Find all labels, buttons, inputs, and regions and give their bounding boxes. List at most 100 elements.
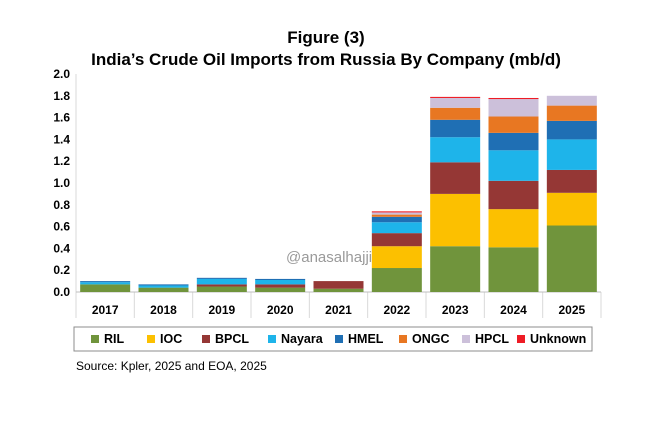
legend-label: BPCL [215, 332, 249, 346]
bar-segment-bpcl-2020 [255, 284, 306, 288]
legend-swatch [399, 335, 407, 343]
x-tick-label: 2017 [92, 303, 119, 317]
bar-segment-hpcl-2025 [546, 95, 597, 106]
x-tick-label: 2021 [325, 303, 352, 317]
legend-label: ONGC [412, 332, 450, 346]
y-tick-label: 0.8 [53, 198, 70, 212]
bar-segment-hpcl-2024 [488, 99, 539, 117]
bar-stack-2020 [255, 278, 306, 292]
legend: RIL IOC BPCL Nayara HMEL ONGC HPCL Unknown [73, 326, 593, 352]
bar-segment-hmel-2020 [255, 278, 306, 281]
bar-segment-bpcl-2025 [546, 169, 597, 193]
bar-segment-bpcl-2024 [488, 180, 539, 210]
bar-segment-ongc-2025 [546, 105, 597, 121]
bar-segment-nayara-2018 [138, 285, 189, 288]
bar-segment-hmel-2018 [138, 284, 189, 286]
bar-segment-ongc-2024 [488, 116, 539, 133]
bar-segment-nayara-2019 [196, 278, 247, 285]
y-tick-label: 0.2 [53, 263, 70, 277]
bar-stack-2019 [196, 277, 247, 292]
bar-segment-hpcl-2023 [430, 97, 481, 108]
bar-stacks [75, 95, 602, 318]
legend-label: HPCL [475, 332, 509, 346]
source-note: Source: Kpler, 2025 and EOA, 2025 [76, 359, 267, 373]
legend-label: IOC [160, 332, 182, 346]
bar-segment-hmel-2023 [430, 119, 481, 138]
bar-segment-bpcl-2022 [371, 233, 422, 247]
bar-segment-nayara-2022 [371, 222, 422, 234]
y-tick-label: 0.0 [53, 285, 70, 299]
x-tick-label: 2022 [383, 303, 410, 317]
legend-label: Unknown [530, 332, 586, 346]
x-tick-label: 2019 [208, 303, 235, 317]
y-tick-label: 1.2 [53, 154, 70, 168]
bar-stack-2022 [371, 211, 422, 292]
bar-segment-bpcl-2019 [196, 284, 247, 287]
bar-segment-ril-2018 [138, 287, 189, 292]
y-tick-label: 1.4 [53, 132, 70, 146]
bar-segment-hmel-2024 [488, 132, 539, 151]
bar-segment-ril-2023 [430, 246, 481, 292]
bar-segment-ril-2024 [488, 247, 539, 292]
y-tick-label: 0.4 [53, 241, 70, 255]
bar-segment-unknown-2023 [430, 96, 481, 98]
bar-segment-hmel-2017 [80, 281, 131, 283]
bar-segment-bpcl-2021 [313, 281, 364, 289]
bar-segment-bpcl-2023 [430, 162, 481, 194]
x-tick-label: 2024 [500, 303, 527, 317]
bar-segment-ril-2021 [313, 288, 364, 292]
legend-item-nayara: Nayara [268, 332, 324, 346]
legend-swatch [268, 335, 276, 343]
x-tick-label: 2025 [558, 303, 585, 317]
bar-segment-ril-2019 [196, 286, 247, 292]
legend-swatch [462, 335, 470, 343]
legend-item-bpcl: BPCL [202, 332, 249, 346]
chart-title-line2: India’s Crude Oil Imports from Russia By… [91, 50, 561, 69]
bar-stack-2018 [138, 284, 189, 292]
legend-swatch [335, 335, 343, 343]
bar-segment-ioc-2023 [430, 193, 481, 247]
bar-segment-ioc-2022 [371, 246, 422, 269]
legend-label: RIL [104, 332, 125, 346]
x-axis-ticks: 2017 2018 2019 2020 2021 2022 2023 2024 2025 [92, 303, 586, 317]
x-tick-label: 2023 [442, 303, 469, 317]
bar-segment-ioc-2025 [546, 192, 597, 226]
bar-segment-ioc-2024 [488, 209, 539, 248]
bar-segment-nayara-2017 [80, 282, 131, 285]
y-tick-label: 2.0 [53, 67, 70, 81]
legend-swatch [517, 335, 525, 343]
legend-item-ioc: IOC [147, 332, 182, 346]
legend-item-ril: RIL [91, 332, 125, 346]
bar-stack-2023 [430, 96, 481, 292]
bar-segment-ongc-2023 [430, 107, 481, 120]
watermark: @anasalhajji [286, 249, 372, 266]
bar-segment-hmel-2019 [196, 277, 247, 279]
bar-segment-hpcl-2022 [371, 212, 422, 215]
chart-title-line1: Figure (3) [287, 28, 365, 47]
bar-stack-2017 [80, 281, 131, 292]
legend-swatch [202, 335, 210, 343]
y-tick-label: 1.0 [53, 176, 70, 190]
y-tick-label: 0.6 [53, 220, 70, 234]
bar-stack-2021 [313, 281, 364, 292]
bar-segment-ril-2020 [255, 287, 306, 292]
bar-segment-hmel-2022 [371, 216, 422, 223]
x-tick-label: 2018 [150, 303, 177, 317]
bar-segment-unknown-2022 [371, 211, 422, 213]
bar-segment-ongc-2022 [371, 214, 422, 217]
y-tick-label: 1.6 [53, 111, 70, 125]
legend-item-unknown: Unknown [517, 332, 586, 346]
legend-swatch [91, 335, 99, 343]
bar-segment-nayara-2020 [255, 280, 306, 285]
legend-label: HMEL [348, 332, 384, 346]
legend-box [73, 326, 593, 352]
bar-segment-nayara-2023 [430, 137, 481, 163]
bar-segment-nayara-2024 [488, 150, 539, 181]
bar-stack-2024 [488, 97, 539, 292]
bar-segment-ril-2022 [371, 268, 422, 292]
legend-label: Nayara [281, 332, 324, 346]
y-axis-ticks: 0.0 0.2 0.4 0.6 0.8 1.0 1.2 1.4 1.6 1.8 2.0 [53, 67, 77, 299]
bar-segment-ril-2017 [80, 284, 131, 292]
bar-segment-unknown-2024 [488, 97, 539, 100]
